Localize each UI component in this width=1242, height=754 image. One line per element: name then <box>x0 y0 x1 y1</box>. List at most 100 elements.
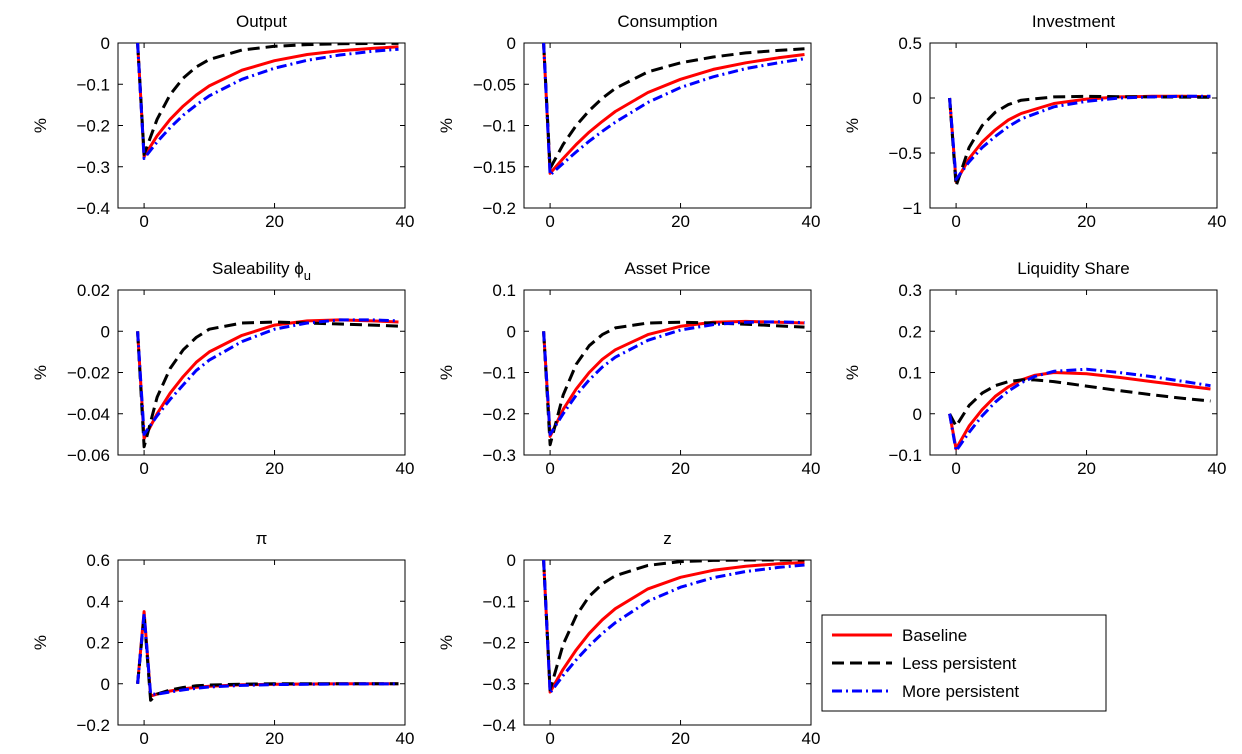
plot-area <box>117 42 406 209</box>
series-more-persistent <box>948 367 1211 453</box>
series-more-persistent <box>136 43 399 160</box>
series-group <box>136 318 399 449</box>
y-tick-label: −0.5 <box>888 144 922 163</box>
panel-title: Asset Price <box>625 259 711 278</box>
plot-area <box>523 42 812 209</box>
y-tick-label: 0 <box>913 405 922 424</box>
y-axis-label: % <box>31 635 50 650</box>
panel-8: 0 20 40 −0.4 −0.3 −0.2 −0.1 0 z% <box>437 529 820 748</box>
panel-title: Saleability ϕu <box>212 259 311 283</box>
series-group <box>542 319 805 447</box>
series-more-persistent <box>542 560 805 695</box>
series-baseline <box>136 43 399 158</box>
y-axis-label: % <box>437 118 456 133</box>
panel-title-text: π <box>256 529 268 548</box>
y-tick-label: −0.02 <box>67 364 110 383</box>
x-tick-label: 20 <box>1077 212 1096 231</box>
series-more-persistent <box>542 43 805 177</box>
y-axis-label: % <box>843 118 862 133</box>
series-less-persistent <box>542 320 805 447</box>
y-tick-label: −0.1 <box>76 75 110 94</box>
panel-6: 0 20 40 −0.1 0 0.1 0.2 0.3 Liquidity Share% <box>843 259 1226 478</box>
series-less-persistent <box>136 320 399 449</box>
panel-1: 0 20 40 −0.4 −0.3 −0.2 −0.1 0 Output% <box>31 12 414 231</box>
x-tick-label: 0 <box>951 459 960 478</box>
series-more-persistent <box>136 318 399 436</box>
y-tick-label: −0.2 <box>76 716 110 735</box>
panel-title: π <box>256 529 268 548</box>
y-tick-label: 0 <box>507 322 516 341</box>
x-tick-label: 20 <box>265 729 284 748</box>
panel-title: Investment <box>1032 12 1115 31</box>
x-tick-label: 0 <box>139 729 148 748</box>
x-tick-label: 0 <box>139 212 148 231</box>
series-group <box>542 43 805 177</box>
legend-label: Baseline <box>902 626 967 645</box>
x-tick-label: 40 <box>802 729 821 748</box>
panel-3: 0 20 40 −1 −0.5 0 0.5 Investment% <box>843 12 1226 231</box>
panel-7: 0 20 40 −0.2 0 0.2 0.4 0.6 π% <box>31 529 414 748</box>
series-baseline <box>542 560 805 694</box>
series-baseline <box>542 43 805 175</box>
y-tick-label: 0.4 <box>86 592 110 611</box>
series-less-persistent <box>136 43 399 156</box>
x-tick-label: 20 <box>265 212 284 231</box>
y-tick-label: 0.02 <box>77 281 110 300</box>
x-tick-label: 40 <box>802 459 821 478</box>
plot-area <box>117 289 406 456</box>
y-tick-label: −0.3 <box>482 446 516 465</box>
series-group <box>948 367 1211 453</box>
x-tick-label: 0 <box>545 729 554 748</box>
y-tick-label: −0.2 <box>482 634 516 653</box>
series-more-persistent <box>948 94 1211 181</box>
series-less-persistent <box>542 43 805 170</box>
y-tick-label: 0 <box>507 551 516 570</box>
y-tick-label: −0.15 <box>473 158 516 177</box>
y-tick-label: 0.1 <box>492 281 516 300</box>
panel-title-text: Investment <box>1032 12 1115 31</box>
x-tick-label: 0 <box>545 212 554 231</box>
plot-area <box>929 42 1218 209</box>
x-tick-label: 0 <box>545 459 554 478</box>
panel-5: 0 20 40 −0.3 −0.2 −0.1 0 0.1 Asset Price% <box>437 259 820 478</box>
y-tick-label: −0.1 <box>482 592 516 611</box>
x-tick-label: 40 <box>396 729 415 748</box>
panel-title-subscript: u <box>304 268 311 283</box>
y-axis-label: % <box>843 365 862 380</box>
panel-title-text: Asset Price <box>625 259 711 278</box>
y-tick-label: −0.05 <box>473 75 516 94</box>
y-tick-label: 0.2 <box>898 322 922 341</box>
y-tick-label: −0.06 <box>67 446 110 465</box>
series-group <box>136 610 399 702</box>
y-tick-label: 0.2 <box>86 634 110 653</box>
legend-label: Less persistent <box>902 654 1017 673</box>
y-tick-label: 0 <box>101 675 110 694</box>
panel-title: Output <box>236 12 287 31</box>
x-tick-label: 40 <box>396 459 415 478</box>
x-tick-label: 20 <box>671 729 690 748</box>
plot-area <box>117 559 406 726</box>
y-tick-label: −0.3 <box>76 158 110 177</box>
x-tick-label: 40 <box>802 212 821 231</box>
panel-title-text: z <box>663 529 672 548</box>
y-tick-label: −0.1 <box>482 364 516 383</box>
legend-label: More persistent <box>902 682 1019 701</box>
legend: Baseline Less persistent More persistent <box>821 614 1107 712</box>
y-tick-label: −0.2 <box>76 117 110 136</box>
y-tick-label: 0.5 <box>898 34 922 53</box>
plot-area <box>523 289 812 456</box>
y-tick-label: −1 <box>903 199 922 218</box>
y-axis-label: % <box>437 365 456 380</box>
plot-area <box>929 289 1218 456</box>
x-tick-label: 20 <box>1077 459 1096 478</box>
y-tick-label: 0 <box>101 34 110 53</box>
y-axis-label: % <box>31 118 50 133</box>
x-tick-label: 20 <box>671 212 690 231</box>
panel-title: Liquidity Share <box>1017 259 1129 278</box>
y-axis-label: % <box>437 635 456 650</box>
x-tick-label: 0 <box>951 212 960 231</box>
y-tick-label: −0.3 <box>482 675 516 694</box>
panel-title-text: Liquidity Share <box>1017 259 1129 278</box>
y-tick-label: 0.1 <box>898 364 922 383</box>
